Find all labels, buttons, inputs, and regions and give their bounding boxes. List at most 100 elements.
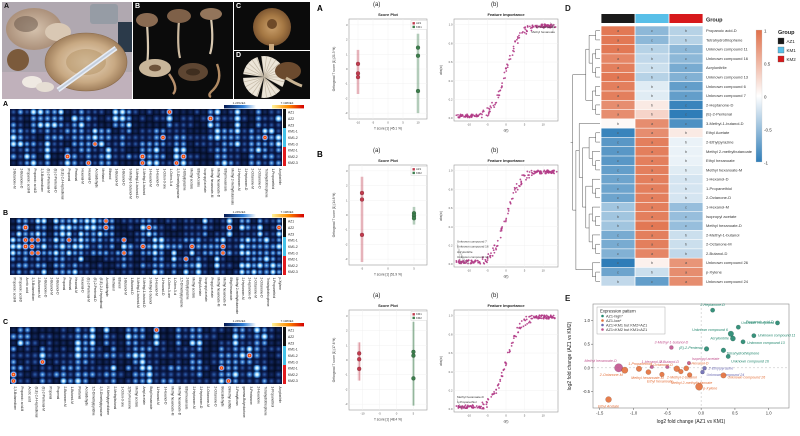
gcims-cell	[77, 218, 85, 225]
score-point	[415, 45, 421, 50]
x-tick-label: -10	[467, 269, 471, 273]
dendrogram-branch	[595, 216, 600, 226]
scatter-legend-title: Expression pattern	[600, 309, 636, 314]
gcims-cell	[220, 249, 227, 256]
gcims-cell	[234, 159, 242, 166]
gcims-cell	[67, 333, 75, 340]
scatter-point	[775, 320, 780, 326]
heatmap-cell	[601, 239, 635, 249]
cell-letter: a	[651, 224, 654, 228]
gcims-cell	[269, 218, 276, 225]
gcims-cell	[57, 121, 65, 128]
gcims-cell	[244, 237, 252, 244]
gcims-cell	[232, 237, 239, 244]
gcims-cell	[183, 249, 190, 256]
gcims-cell	[239, 365, 247, 372]
gcims-cell	[88, 365, 96, 372]
gcims-cell	[37, 134, 44, 141]
feature-point	[510, 344, 513, 347]
legend-swatch	[412, 168, 415, 171]
gcims-cell	[152, 218, 159, 225]
gcims-cell	[31, 377, 39, 384]
y-axis-label: Orthogonal T score [1] (21.3 %)	[332, 47, 336, 92]
gcims-cell	[102, 243, 109, 250]
gcims-cell	[90, 230, 97, 237]
gcims-cell	[84, 140, 92, 147]
gcims-cell	[173, 109, 180, 116]
gcims-cell	[102, 237, 109, 244]
gcims-cell	[121, 243, 128, 250]
score-point	[359, 190, 365, 196]
gcims-cell	[90, 243, 97, 250]
heatmap-cell	[635, 26, 669, 35]
score-legend-box	[410, 20, 428, 30]
sample-label: AZ3	[288, 232, 294, 236]
y-tick-label: 3	[346, 23, 348, 27]
compound-label: Propanoic acid-M	[20, 387, 24, 412]
gcims-cell	[65, 268, 72, 275]
cell-letter: b	[617, 224, 619, 228]
y-tick-label: -2	[345, 96, 348, 100]
compound-label: Hexanal-M	[81, 169, 85, 185]
gcims-cell	[139, 249, 146, 256]
y-tick-label: 0.8	[449, 41, 453, 45]
compound-label: 1-Propanethiol	[272, 278, 276, 299]
gcims-cell	[71, 243, 78, 250]
gcims-cell	[224, 346, 232, 353]
heatmap-cell	[669, 174, 703, 184]
gcims-cell	[10, 134, 17, 141]
gcims-cell	[102, 268, 109, 275]
scatter-point	[673, 365, 681, 373]
y-tick-label: 1.0	[449, 169, 453, 173]
compound-label: (E,E)-2,4-Heptadienal	[34, 387, 38, 418]
heatmap-cell	[635, 72, 669, 82]
compound-label: Ethyl Acetate	[198, 278, 202, 297]
gill-line	[251, 76, 265, 95]
gcims-cell	[170, 230, 177, 237]
gcims-cell	[96, 268, 103, 275]
colorbar-red	[272, 323, 304, 327]
gcims-cell	[238, 218, 245, 225]
gcims-cell	[196, 365, 204, 372]
row-label: 1-Hexanol-D	[706, 177, 729, 182]
cell-letter: c	[685, 224, 687, 228]
cell-letter: b	[685, 140, 687, 144]
heatmap-cell	[669, 165, 703, 175]
feature-point	[503, 71, 506, 74]
feature-point	[542, 170, 545, 173]
score-point	[359, 197, 365, 202]
annotation-label: Methyl hexanoate-D	[457, 395, 485, 399]
gcims-cell	[174, 333, 182, 340]
gcims-cell	[160, 377, 168, 384]
gcims-cell	[207, 243, 214, 250]
y-tick-label: -0.5	[583, 389, 591, 394]
y-tick-label: 0.6	[449, 351, 453, 355]
y-tick-label: -3	[345, 402, 348, 406]
gcims-cell	[30, 147, 38, 154]
dendrogram-branch	[588, 213, 593, 243]
gcims-cell	[227, 153, 235, 160]
gcims-cell	[213, 249, 221, 256]
y-tick-label: 1	[346, 343, 348, 347]
gcims-cell	[81, 327, 89, 334]
gcims-cell	[246, 327, 254, 334]
gcims-cell	[176, 249, 184, 256]
gcims-cell	[158, 237, 165, 244]
gcims-cell	[160, 346, 168, 353]
heatmap-cell	[669, 26, 703, 35]
compound-label: Methyl hexanoate-D	[217, 169, 221, 198]
gcims-cell	[50, 128, 58, 135]
gcims-cell	[232, 243, 239, 250]
gcims-cell	[16, 121, 24, 128]
compound-label: 1-Octen-3-ol	[173, 278, 177, 296]
feature-point	[481, 256, 484, 259]
x-tick-label: -1.5	[596, 411, 604, 416]
heatmap-cell	[635, 165, 669, 175]
feature-point	[527, 321, 530, 324]
compound-label: 2-Butanol-D	[56, 278, 60, 296]
gcims-cell	[224, 377, 232, 384]
gcims-cell	[153, 358, 161, 365]
